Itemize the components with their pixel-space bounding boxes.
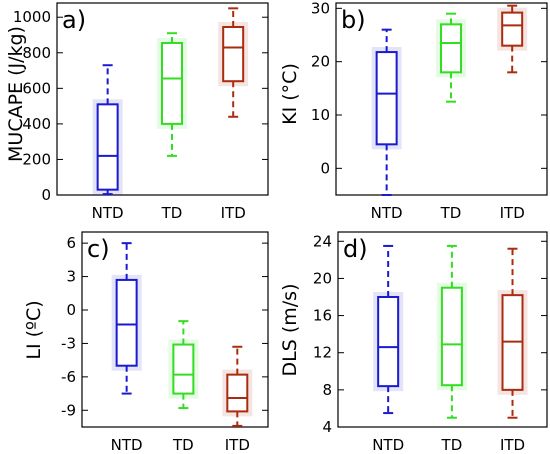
x-tick-label: TD — [441, 436, 463, 454]
box-itd — [222, 26, 245, 83]
y-tick-label: 200 — [22, 150, 51, 168]
plot-frame — [81, 231, 269, 428]
box-ntd — [377, 296, 400, 388]
box-halo — [222, 369, 253, 417]
x-tick-label: NTD — [111, 436, 143, 454]
box-halo — [111, 274, 142, 371]
panel-3: 6 3 0 -3 -6 -9 NTD TD ITD c) LI (ºC) — [23, 231, 269, 454]
box-ntd — [115, 278, 138, 367]
y-tick-label: 400 — [22, 115, 51, 133]
y-tick-label: 16 — [313, 307, 332, 325]
x-tick-label: ITD — [500, 204, 525, 222]
box-halo — [436, 282, 467, 391]
y-tick-label: 600 — [22, 79, 51, 97]
panel-label: c) — [87, 235, 110, 263]
panel-label: b) — [341, 6, 366, 34]
box-halo — [373, 292, 404, 392]
y-tick-label: 30 — [311, 0, 330, 17]
y-tick-label: -6 — [61, 368, 76, 386]
box-td — [172, 343, 195, 395]
box-td — [160, 42, 183, 125]
y-axis-label: DLS (m/s) — [279, 284, 301, 377]
x-tick-label: ITD — [221, 204, 246, 222]
panel-2: 0 10 20 30 NTD TD ITD b) KI (°C) — [279, 0, 548, 222]
box-td — [440, 286, 463, 387]
x-tick-label: TD — [172, 436, 194, 454]
y-tick-label: 4 — [322, 418, 332, 436]
box-halo — [168, 339, 199, 399]
plot-frame — [337, 231, 548, 428]
plot-frame — [56, 2, 269, 196]
box-halo — [371, 47, 402, 150]
y-tick-label: -9 — [61, 401, 76, 419]
panel-label: a) — [62, 6, 86, 34]
y-tick-label: 12 — [313, 344, 332, 362]
y-tick-label: 800 — [22, 44, 51, 62]
panel-1: 0 200 400 600 800 1000 NTD TD ITD a) MUCAPE (J/kg) — [5, 2, 269, 222]
x-tick-label: ITD — [225, 436, 250, 454]
box-halo — [497, 7, 528, 51]
box-halo — [156, 38, 187, 129]
y-tick-label: 8 — [322, 381, 332, 399]
y-tick-label: 3 — [66, 268, 76, 286]
y-tick-label: 20 — [313, 269, 332, 287]
box-td — [439, 23, 462, 74]
box-ntd — [96, 103, 119, 191]
y-tick-label: 0 — [66, 301, 76, 319]
y-tick-label: 20 — [311, 53, 330, 71]
y-tick-label: 0 — [41, 186, 51, 204]
box-itd — [226, 373, 249, 413]
x-tick-label: NTD — [371, 204, 403, 222]
y-tick-label: 24 — [313, 232, 332, 250]
x-tick-label: ITD — [500, 436, 525, 454]
x-tick-label: NTD — [92, 204, 124, 222]
panel-4: 4 8 12 16 20 24 NTD TD ITD d) DLS (m/s) — [279, 231, 548, 454]
plot-frame — [335, 2, 548, 196]
box-ntd — [375, 51, 398, 146]
y-tick-label: 10 — [311, 106, 330, 124]
box-halo — [218, 22, 249, 87]
x-tick-label: TD — [440, 204, 462, 222]
x-tick-label: TD — [161, 204, 183, 222]
y-tick-label: 1000 — [13, 8, 51, 26]
y-tick-label: 0 — [320, 159, 330, 177]
y-axis-label: MUCAPE (J/kg) — [5, 26, 27, 162]
box-halo — [92, 99, 123, 195]
panel-label: d) — [343, 235, 368, 263]
y-tick-label: -3 — [61, 334, 76, 352]
y-axis-label: KI (°C) — [279, 63, 301, 125]
x-tick-label: NTD — [372, 436, 404, 454]
box-halo — [435, 19, 466, 78]
y-tick-label: 6 — [66, 234, 76, 252]
y-axis-label: LI (ºC) — [23, 300, 45, 359]
box-itd — [501, 11, 524, 47]
